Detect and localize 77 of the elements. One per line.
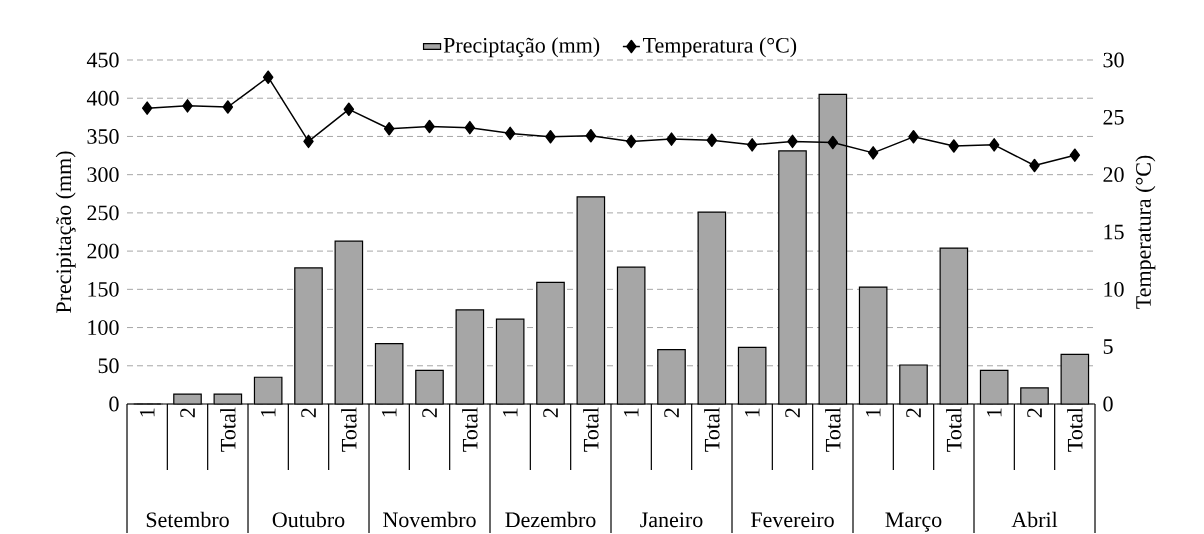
x-tick-label: Total (220, 407, 236, 452)
y2-tick-label: 30 (1103, 52, 1124, 68)
point (625, 134, 637, 149)
y2-tick-label: 5 (1103, 339, 1113, 355)
legend-label: Temperatura (°C) (643, 37, 797, 58)
point (585, 129, 597, 143)
legend-label: Preciptação (mm) (443, 37, 600, 58)
point (545, 130, 556, 144)
y2-tick-label: 10 (1104, 282, 1124, 297)
x-tick-label: Total (825, 407, 841, 452)
x-tick-label: 1 (744, 408, 760, 417)
point (666, 132, 677, 147)
x-tick-label: Total (946, 407, 962, 452)
point (141, 101, 153, 116)
point (746, 138, 758, 152)
x-tick-label: Total (341, 407, 357, 452)
point (988, 138, 1000, 152)
point (383, 122, 395, 136)
point (1069, 148, 1081, 163)
point (787, 134, 798, 149)
x-tick-label: 1 (139, 408, 155, 417)
y-tick-label: 300 (87, 167, 119, 183)
x-tick-label: 1 (986, 408, 1002, 417)
point (867, 146, 879, 160)
y-tick-label: 400 (86, 91, 119, 106)
point (424, 119, 435, 134)
x-tick-label: Total (583, 407, 599, 452)
point (827, 136, 839, 150)
x-tick-label: Total (462, 407, 478, 452)
text: Março (885, 512, 942, 532)
y-tick-label: 250 (87, 205, 119, 221)
point (303, 134, 314, 149)
x-tick-label: 2 (301, 408, 316, 418)
y2-tick-label: 20 (1103, 167, 1124, 183)
y-tick-label: 50 (98, 358, 119, 374)
x-tick-label: 2 (906, 408, 921, 418)
x-tick-label: 2 (785, 408, 800, 418)
x-tick-label: Total (1067, 407, 1083, 452)
y2-tick-label: 25 (1103, 110, 1124, 125)
x-tick-label: 2 (664, 408, 679, 418)
x-tick-label: 2 (422, 408, 437, 418)
point (948, 139, 960, 153)
text: Janeiro (640, 512, 703, 528)
text: Outubro (272, 511, 345, 528)
point (343, 102, 355, 117)
point (182, 99, 193, 113)
x-tick-label: 1 (623, 408, 639, 417)
point (706, 133, 718, 148)
y-tick-label: 200 (87, 243, 119, 259)
point (908, 130, 919, 144)
y-tick-label: 450 (86, 52, 119, 68)
y2-axis-title: Temperatura (°C) (1135, 155, 1156, 310)
x-tick-label: Total (704, 407, 720, 452)
y-tick-label: 100 (88, 320, 119, 336)
point (222, 100, 234, 114)
y-tick-label: 150 (88, 282, 119, 297)
x-tick-label: 2 (180, 408, 195, 418)
text: Novembro (383, 511, 476, 528)
x-tick-label: 2 (543, 408, 558, 418)
x-tick-label: 1 (260, 408, 276, 417)
point (504, 126, 516, 141)
text: Setembro (146, 511, 229, 528)
x-tick-label: 1 (381, 408, 397, 417)
x-tick-label: 2 (1027, 408, 1042, 418)
y-axis-title: Precipitação (mm) (55, 151, 76, 314)
point (1029, 158, 1040, 173)
point (262, 70, 274, 85)
y2-tick-label: 15 (1104, 224, 1124, 240)
x-tick-label: 1 (502, 408, 518, 417)
text: Fevereiro (751, 512, 834, 528)
x-tick-label: 1 (865, 408, 881, 417)
y-tick-label: 0 (109, 396, 119, 412)
y2-tick-label: 0 (1103, 396, 1113, 412)
y-tick-label: 350 (87, 129, 119, 145)
point (464, 121, 476, 135)
text: Dezembro (505, 511, 596, 528)
text: Abril (1011, 511, 1058, 528)
